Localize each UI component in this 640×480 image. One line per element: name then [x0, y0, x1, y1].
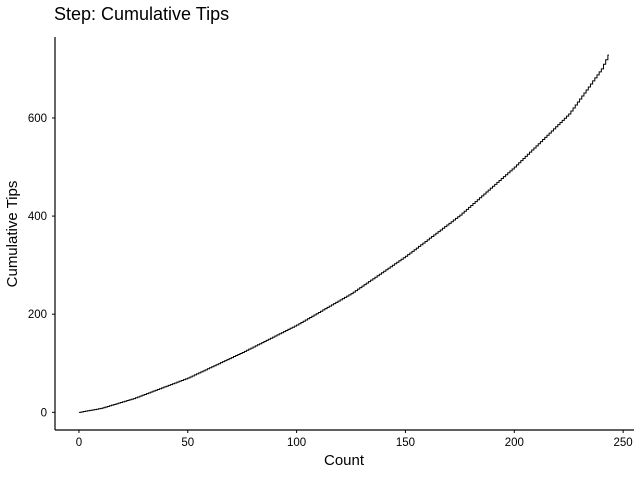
- y-axis-ticks: 0 200 400 600: [28, 113, 55, 419]
- y-tick-label: 600: [28, 113, 47, 125]
- chart-title: Step: Cumulative Tips: [54, 4, 229, 24]
- x-tick-label: 0: [76, 437, 82, 449]
- x-tick-label: 250: [614, 437, 633, 449]
- y-tick-label: 200: [28, 309, 47, 321]
- x-tick-label: 100: [287, 437, 306, 449]
- x-tick-label: 200: [505, 437, 524, 449]
- x-tick-label: 150: [396, 437, 415, 449]
- plot-area: [78, 54, 609, 413]
- y-tick-label: 0: [41, 407, 47, 419]
- x-axis-ticks: 0 50 100 150 200 250: [76, 430, 633, 449]
- x-axis-label: Count: [324, 452, 365, 469]
- x-tick-label: 50: [181, 437, 194, 449]
- cumulative-tips-series: [78, 54, 609, 413]
- y-tick-label: 400: [28, 211, 47, 223]
- y-axis-label: Cumulative Tips: [4, 181, 21, 288]
